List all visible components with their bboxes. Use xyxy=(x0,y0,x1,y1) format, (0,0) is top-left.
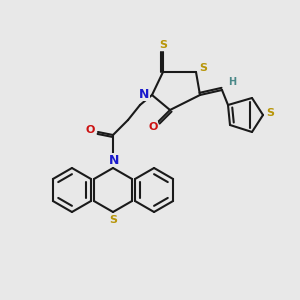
Text: S: S xyxy=(159,40,167,50)
Text: O: O xyxy=(85,125,95,135)
Text: H: H xyxy=(228,77,236,87)
Text: N: N xyxy=(139,88,149,100)
Text: O: O xyxy=(148,122,158,132)
Text: S: S xyxy=(109,215,117,225)
Text: N: N xyxy=(109,154,119,166)
Text: S: S xyxy=(266,108,274,118)
Text: S: S xyxy=(199,63,207,73)
